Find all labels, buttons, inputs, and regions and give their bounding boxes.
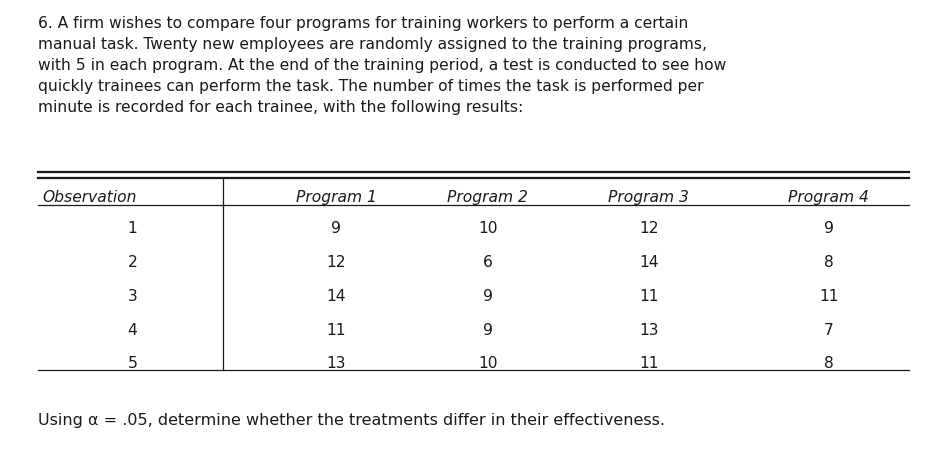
- Text: Observation: Observation: [43, 190, 137, 205]
- Text: Program 4: Program 4: [788, 190, 869, 205]
- Text: 6. A firm wishes to compare four programs for training workers to perform a cert: 6. A firm wishes to compare four program…: [38, 16, 688, 31]
- Text: minute is recorded for each trainee, with the following results:: minute is recorded for each trainee, wit…: [38, 100, 523, 115]
- Text: Program 3: Program 3: [608, 190, 689, 205]
- Text: with 5 in each program. At the end of the training period, a test is conducted t: with 5 in each program. At the end of th…: [38, 58, 726, 73]
- Text: Using α = .05, determine whether the treatments differ in their effectiveness.: Using α = .05, determine whether the tre…: [38, 414, 665, 428]
- Text: 5: 5: [127, 356, 137, 371]
- Text: quickly trainees can perform the task. The number of times the task is performed: quickly trainees can perform the task. T…: [38, 79, 704, 94]
- Text: Program 2: Program 2: [447, 190, 528, 205]
- Text: 10: 10: [478, 356, 497, 371]
- Text: 9: 9: [824, 221, 833, 236]
- Text: manual task. Twenty new employees are randomly assigned to the training programs: manual task. Twenty new employees are ra…: [38, 37, 706, 52]
- Text: 9: 9: [483, 289, 492, 304]
- Text: 1: 1: [128, 221, 137, 236]
- Text: 8: 8: [824, 255, 833, 270]
- Text: 13: 13: [639, 323, 658, 338]
- Text: 9: 9: [331, 221, 341, 236]
- Text: 8: 8: [824, 356, 833, 371]
- Text: 12: 12: [639, 221, 658, 236]
- Text: 13: 13: [327, 356, 346, 371]
- Text: 6: 6: [483, 255, 492, 270]
- Text: 11: 11: [327, 323, 346, 338]
- Text: Program 1: Program 1: [295, 190, 377, 205]
- Text: 4: 4: [128, 323, 137, 338]
- Text: 12: 12: [327, 255, 346, 270]
- Text: 11: 11: [639, 356, 658, 371]
- Text: 11: 11: [639, 289, 658, 304]
- Text: 7: 7: [824, 323, 833, 338]
- Text: 3: 3: [128, 289, 137, 304]
- Text: 10: 10: [478, 221, 497, 236]
- Text: 9: 9: [483, 323, 492, 338]
- Text: 11: 11: [819, 289, 838, 304]
- Text: 2: 2: [128, 255, 137, 270]
- Text: 14: 14: [327, 289, 346, 304]
- Text: 14: 14: [639, 255, 658, 270]
